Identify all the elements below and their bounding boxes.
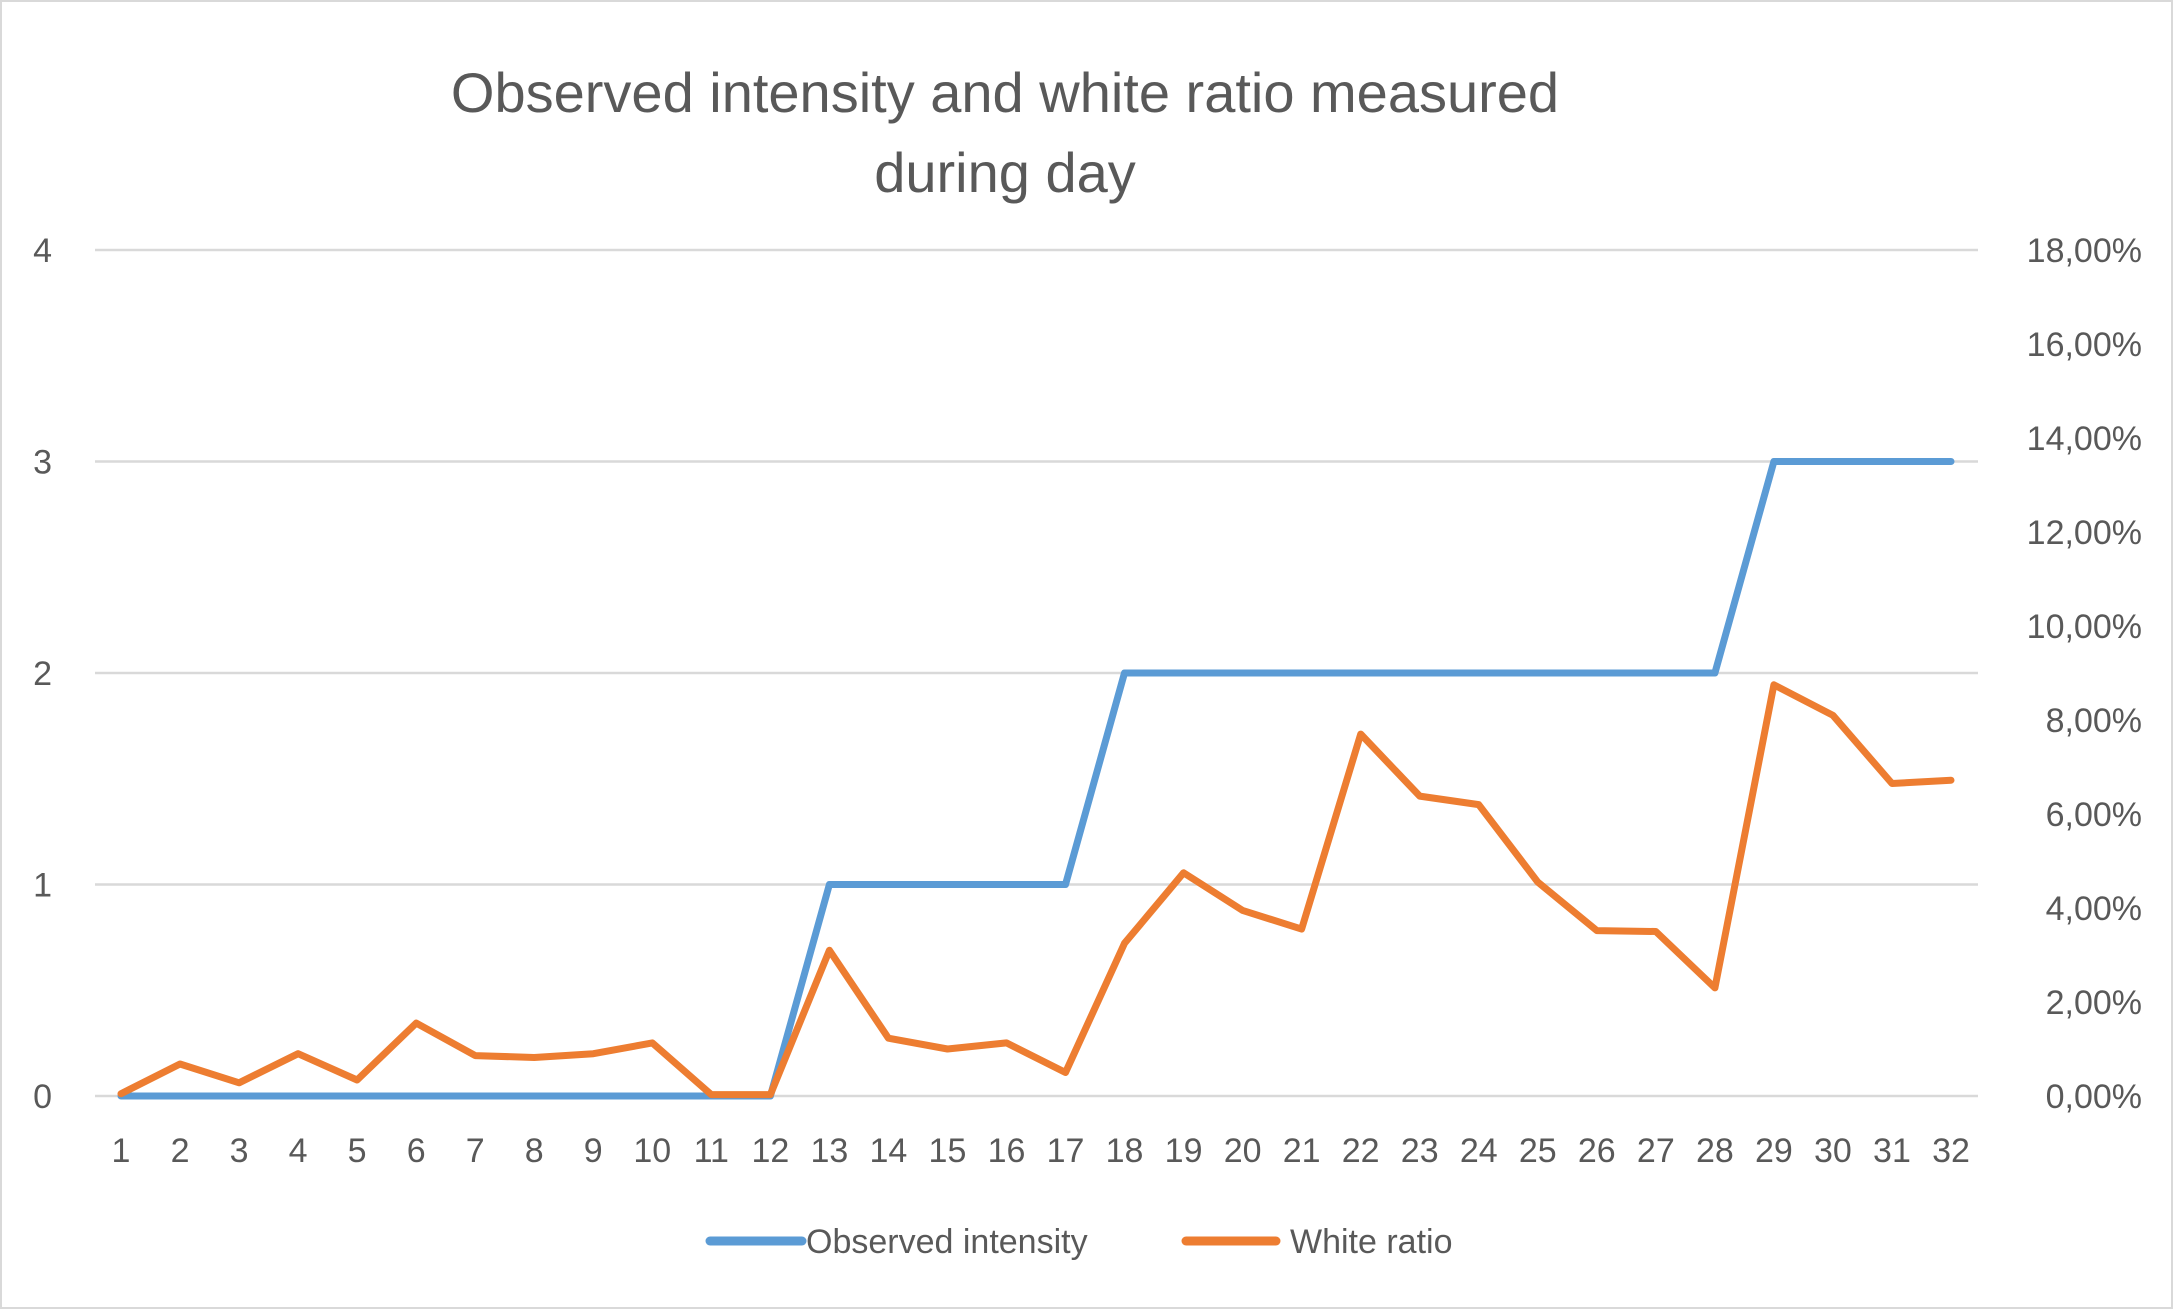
x-tick-label: 31 bbox=[1873, 1132, 1911, 1170]
x-tick-label: 23 bbox=[1401, 1132, 1439, 1170]
x-tick-label: 20 bbox=[1224, 1132, 1262, 1170]
x-tick-label: 30 bbox=[1814, 1132, 1852, 1170]
series-line-white-ratio bbox=[117, 681, 1955, 1099]
x-tick-label: 12 bbox=[751, 1132, 789, 1170]
x-tick-label: 28 bbox=[1696, 1132, 1734, 1170]
x-tick-label: 15 bbox=[929, 1132, 967, 1170]
x-tick-label: 32 bbox=[1932, 1132, 1970, 1170]
y-right-tick-label: 10,00% bbox=[2027, 608, 2142, 646]
x-tick-label: 2 bbox=[171, 1132, 190, 1170]
x-tick-label: 10 bbox=[633, 1132, 671, 1170]
y-right-tick-label: 8,00% bbox=[2046, 702, 2142, 740]
chart-title-line-2: during day bbox=[874, 141, 1136, 204]
y-right-tick-label: 12,00% bbox=[2027, 514, 2142, 552]
x-tick-label: 9 bbox=[584, 1132, 603, 1170]
y-right-tick-label: 0,00% bbox=[2046, 1078, 2142, 1116]
x-tick-label: 4 bbox=[289, 1132, 308, 1170]
y-right-tick-label: 18,00% bbox=[2027, 232, 2142, 270]
y-right-tick-label: 2,00% bbox=[2046, 984, 2142, 1022]
y-left-tick-label: 2 bbox=[33, 655, 52, 693]
x-tick-label: 1 bbox=[112, 1132, 131, 1170]
y-right-tick-label: 4,00% bbox=[2046, 890, 2142, 928]
x-tick-label: 16 bbox=[988, 1132, 1026, 1170]
x-tick-label: 26 bbox=[1578, 1132, 1616, 1170]
y-right-tick-label: 16,00% bbox=[2027, 326, 2142, 364]
legend: Observed intensity White ratio bbox=[705, 1223, 1453, 1261]
y-left-tick-label: 0 bbox=[33, 1078, 52, 1116]
x-tick-label: 19 bbox=[1165, 1132, 1203, 1170]
y-left-tick-label: 3 bbox=[33, 444, 52, 482]
x-tick-label: 3 bbox=[230, 1132, 249, 1170]
x-tick-label: 25 bbox=[1519, 1132, 1557, 1170]
series-layer bbox=[117, 458, 1955, 1100]
x-tick-label: 17 bbox=[1047, 1132, 1085, 1170]
x-tick-label: 18 bbox=[1106, 1132, 1144, 1170]
y-left-tick-label: 4 bbox=[33, 232, 52, 270]
legend-label-observed-intensity: Observed intensity bbox=[806, 1223, 1088, 1261]
y-axis-left: 0 1 2 3 4 bbox=[33, 232, 52, 1116]
chart-title-line-1: Observed intensity and white ratio measu… bbox=[451, 61, 1559, 124]
y-left-tick-label: 1 bbox=[33, 867, 52, 905]
x-tick-label: 13 bbox=[810, 1132, 848, 1170]
y-right-tick-label: 14,00% bbox=[2027, 420, 2142, 458]
x-tick-label: 14 bbox=[870, 1132, 908, 1170]
series-line-observed-intensity bbox=[117, 458, 1955, 1100]
x-axis: 1 2 3 4 5 6 7 8 9 10 11 12 13 14 15 16 17 18 19 20 21 22 23 24 2… bbox=[112, 1132, 1970, 1170]
y-right-tick-label: 6,00% bbox=[2046, 796, 2142, 834]
x-tick-label: 7 bbox=[466, 1132, 485, 1170]
x-tick-label: 21 bbox=[1283, 1132, 1321, 1170]
x-tick-label: 29 bbox=[1755, 1132, 1793, 1170]
x-tick-label: 24 bbox=[1460, 1132, 1498, 1170]
x-tick-label: 5 bbox=[348, 1132, 367, 1170]
x-tick-label: 11 bbox=[694, 1132, 729, 1170]
x-tick-label: 22 bbox=[1342, 1132, 1380, 1170]
x-tick-label: 27 bbox=[1637, 1132, 1675, 1170]
x-tick-label: 6 bbox=[407, 1132, 426, 1170]
x-tick-label: 8 bbox=[525, 1132, 544, 1170]
legend-label-white-ratio: White ratio bbox=[1290, 1223, 1453, 1261]
y-axis-right: 0,00% 2,00% 4,00% 6,00% 8,00% 10,00% 12,00% 14,… bbox=[2027, 232, 2142, 1116]
